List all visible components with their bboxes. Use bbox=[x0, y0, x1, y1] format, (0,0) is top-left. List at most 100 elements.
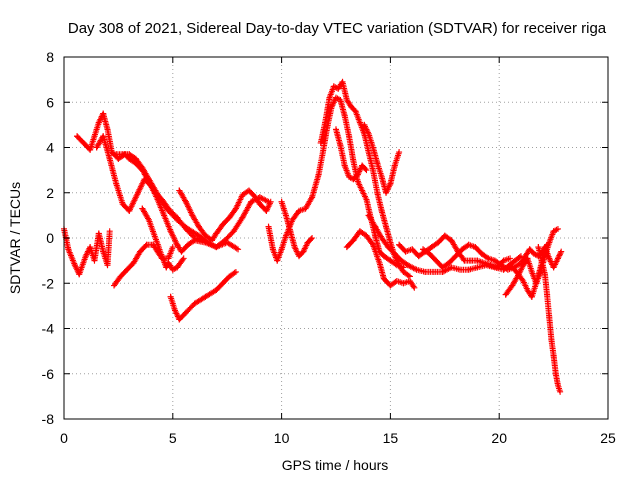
data-point bbox=[152, 235, 159, 241]
data-point bbox=[363, 232, 370, 239]
data-point bbox=[558, 248, 565, 255]
data-series bbox=[176, 187, 220, 244]
data-point bbox=[430, 268, 437, 275]
data-point bbox=[502, 291, 509, 298]
y-axis-ticks: -8 -6 -4 -2 0 2 4 6 8 bbox=[42, 49, 608, 427]
data-point bbox=[278, 246, 285, 253]
data-point bbox=[422, 268, 429, 275]
data-point bbox=[378, 173, 385, 180]
data-point bbox=[100, 110, 107, 117]
data-point bbox=[520, 262, 527, 269]
data-point bbox=[487, 262, 494, 269]
y-tick-label: 6 bbox=[46, 94, 54, 110]
data-point bbox=[204, 239, 211, 246]
data-point bbox=[208, 237, 215, 244]
data-point bbox=[289, 216, 296, 223]
data-point bbox=[526, 246, 533, 253]
data-point bbox=[509, 282, 516, 289]
data-point bbox=[163, 264, 170, 271]
data-point bbox=[317, 139, 324, 146]
data-point bbox=[222, 237, 229, 244]
data-point bbox=[380, 275, 387, 282]
data-point bbox=[350, 237, 357, 244]
data-point bbox=[448, 264, 455, 271]
data-point bbox=[474, 257, 481, 264]
x-tick-label: 10 bbox=[274, 430, 290, 446]
data-point bbox=[398, 257, 405, 264]
data-point bbox=[104, 262, 111, 269]
y-tick-label: 0 bbox=[46, 230, 54, 246]
data-point bbox=[74, 133, 81, 140]
data-point bbox=[139, 164, 146, 171]
data-point bbox=[95, 230, 102, 237]
data-point bbox=[531, 250, 538, 257]
data-point bbox=[245, 187, 252, 194]
data-point bbox=[337, 142, 344, 149]
data-point bbox=[328, 103, 335, 110]
data-point bbox=[372, 223, 379, 230]
data-point bbox=[161, 212, 168, 219]
data-point bbox=[152, 187, 159, 194]
data-point bbox=[513, 268, 520, 275]
data-point bbox=[457, 266, 464, 273]
data-point bbox=[226, 273, 233, 280]
data-point bbox=[546, 239, 553, 246]
y-tick-label: -2 bbox=[42, 275, 55, 291]
data-point bbox=[269, 246, 276, 253]
data-point bbox=[278, 198, 285, 205]
data-point bbox=[341, 112, 348, 119]
data-point bbox=[363, 167, 370, 174]
data-point bbox=[111, 282, 118, 289]
data-point bbox=[428, 244, 435, 251]
data-point bbox=[535, 244, 542, 251]
data-point bbox=[356, 119, 363, 126]
data-point bbox=[548, 336, 555, 343]
data-point bbox=[267, 198, 274, 205]
data-point bbox=[404, 262, 411, 269]
data-point bbox=[528, 268, 535, 275]
data-point bbox=[387, 180, 394, 187]
data-point bbox=[232, 205, 239, 212]
data-series bbox=[535, 244, 564, 395]
chart-title: Day 308 of 2021, Sidereal Day-to-day VTE… bbox=[68, 20, 607, 37]
data-point bbox=[550, 264, 557, 271]
data-series bbox=[361, 121, 403, 196]
data-point bbox=[557, 388, 564, 395]
data-point bbox=[95, 119, 102, 126]
data-point bbox=[391, 162, 398, 169]
data-point bbox=[104, 126, 111, 133]
data-point bbox=[439, 264, 446, 271]
data-point bbox=[176, 316, 183, 323]
data-point bbox=[145, 216, 152, 223]
data-point bbox=[396, 241, 403, 248]
data-point bbox=[287, 228, 294, 235]
data-point bbox=[182, 309, 189, 316]
data-point bbox=[167, 293, 174, 300]
data-point bbox=[158, 198, 165, 205]
data-point bbox=[369, 241, 376, 248]
data-point bbox=[465, 266, 472, 273]
data-point bbox=[202, 293, 209, 300]
data-point bbox=[174, 264, 181, 271]
data-point bbox=[374, 189, 381, 196]
data-point bbox=[124, 266, 131, 273]
data-point bbox=[191, 300, 198, 307]
data-point bbox=[491, 257, 498, 264]
data-point bbox=[352, 108, 359, 115]
data-point bbox=[337, 96, 344, 103]
data-point bbox=[415, 253, 422, 260]
data-point bbox=[182, 198, 189, 205]
data-point bbox=[494, 264, 501, 271]
data-point bbox=[304, 239, 311, 246]
data-point bbox=[343, 96, 350, 103]
data-point bbox=[446, 259, 453, 266]
data-point bbox=[202, 232, 209, 239]
data-point bbox=[158, 253, 165, 260]
data-point bbox=[339, 78, 346, 85]
data-point bbox=[165, 259, 172, 266]
data-point bbox=[528, 293, 535, 300]
data-point bbox=[119, 201, 126, 208]
y-tick-label: 4 bbox=[46, 140, 54, 156]
y-tick-label: 8 bbox=[46, 49, 54, 65]
data-point bbox=[176, 187, 183, 194]
